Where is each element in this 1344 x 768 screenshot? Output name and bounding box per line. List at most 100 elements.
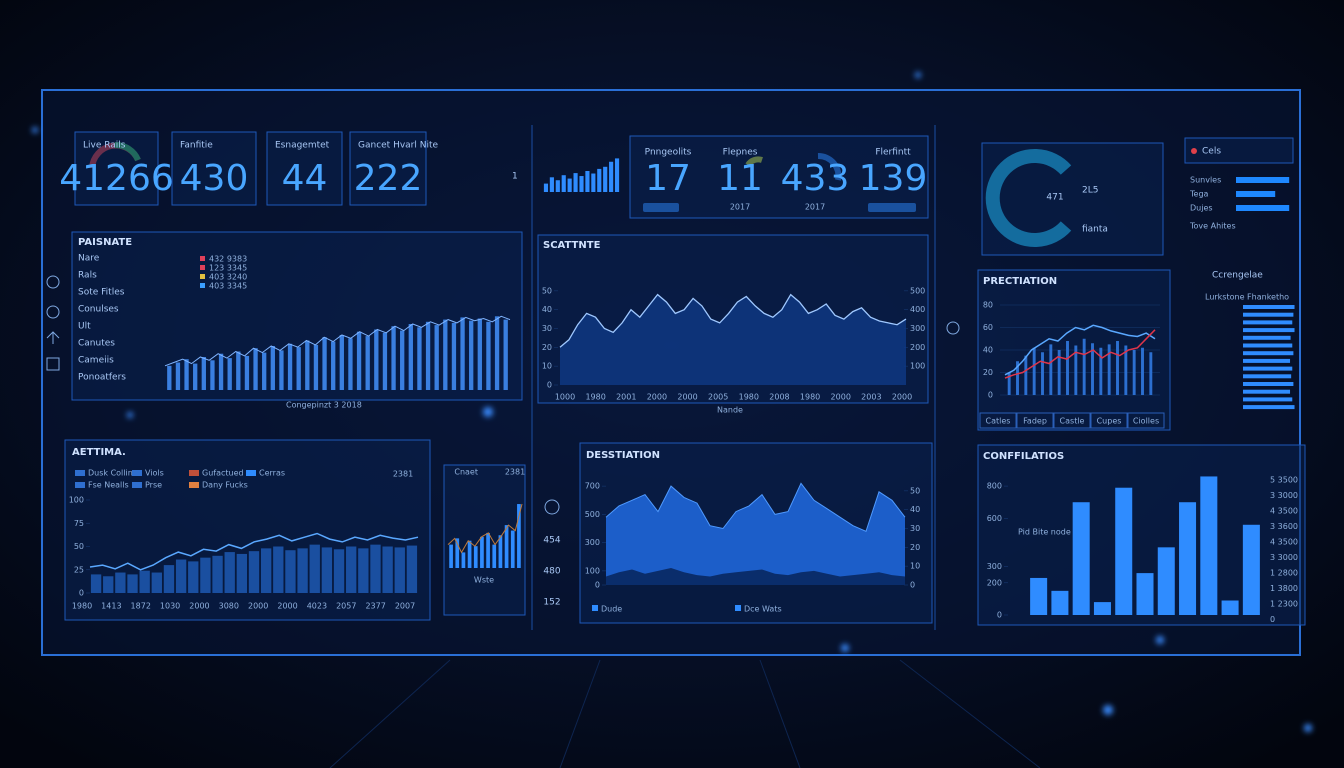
bar (543, 183, 549, 192)
bar (167, 365, 172, 390)
bar (434, 325, 439, 390)
tab[interactable] (1053, 412, 1091, 429)
bar (184, 359, 189, 390)
row-bar (1236, 177, 1290, 183)
side-value: 454 (543, 536, 560, 546)
bar (382, 332, 388, 390)
bar (503, 319, 508, 390)
y-tick-label: 50 (74, 542, 84, 551)
line (164, 315, 511, 367)
list-bar (1243, 312, 1294, 317)
bar (193, 363, 198, 390)
bar (549, 177, 554, 192)
bar (1016, 361, 1019, 395)
menu-item: Conulses (78, 305, 119, 315)
y-tick-label: 50 (910, 486, 920, 495)
tab[interactable] (1016, 412, 1054, 429)
bar (1132, 350, 1136, 395)
bar (417, 327, 422, 390)
area (560, 294, 906, 385)
right-label: 1 2800 (1270, 569, 1298, 578)
line (1004, 329, 1156, 379)
bar (370, 544, 381, 593)
bar (175, 559, 187, 593)
bar (492, 544, 497, 568)
legend-label: Fse Nealls (88, 481, 129, 490)
list-bar (1243, 328, 1295, 333)
bar (248, 551, 260, 593)
bar (313, 344, 319, 390)
list-bar (1243, 343, 1293, 348)
y-tick-label: 30 (542, 324, 552, 333)
y-tick-label: 0 (988, 391, 993, 400)
x-axis-label: Wste (474, 576, 494, 585)
panel (171, 131, 257, 206)
bar (406, 545, 418, 593)
bar (210, 360, 215, 390)
bar (322, 337, 327, 390)
legend-label: Cels (1202, 147, 1221, 157)
x-tick-label: 2003 (861, 393, 881, 402)
bar (382, 546, 393, 593)
right-label: 1 3800 (1270, 584, 1298, 593)
bar (236, 351, 241, 390)
x-tick-label: 2000 (892, 393, 912, 402)
bar (331, 341, 336, 390)
side-icons (46, 275, 960, 515)
bar (391, 326, 396, 390)
menu-item: Canutes (78, 339, 115, 349)
tab[interactable] (1090, 412, 1128, 429)
side-value: 480 (543, 567, 560, 577)
kpi-sub: 2017 (730, 203, 750, 212)
kpi-value: 17 (645, 158, 691, 199)
menu-item: Ponoatfers (78, 373, 126, 383)
bar (1200, 476, 1218, 615)
y-tick-label: 20 (542, 343, 552, 352)
y-tick-label: 40 (542, 305, 552, 314)
x-tick-label: 2000 (277, 602, 297, 611)
row-note: Tove Ahites (1189, 222, 1236, 231)
tab[interactable] (1127, 412, 1165, 429)
tab[interactable] (979, 412, 1017, 429)
panel-title: SCATTNTE (543, 240, 601, 251)
right-label: 3 3600 (1270, 522, 1298, 531)
list-bar (1243, 389, 1291, 394)
legend-swatch (75, 482, 85, 488)
bar (591, 173, 596, 192)
legend-label: Gufactued (202, 469, 244, 478)
legend-dot (1191, 148, 1197, 154)
y-tick-label: 500 (585, 510, 600, 519)
x-tick-label: 2000 (647, 393, 667, 402)
bar (339, 335, 344, 390)
bar (139, 570, 150, 593)
bar (1124, 345, 1128, 395)
bar (1157, 547, 1175, 615)
legend-label: Dany Fucks (202, 481, 248, 490)
right-label: 1 2300 (1270, 600, 1298, 609)
panel-title: AETTIMA. (72, 447, 126, 458)
kpi-value: 139 (859, 158, 928, 199)
legend-swatch (735, 605, 741, 611)
bar (1030, 577, 1048, 615)
x-tick-label: 1980 (585, 393, 605, 402)
footer: Congepinzt 3 2018 (286, 401, 362, 410)
bar (260, 548, 272, 593)
kpi-value: 222 (354, 158, 423, 199)
bar (321, 547, 333, 593)
bar (236, 553, 248, 593)
list-bar (1243, 305, 1295, 309)
tab-label: Fadep (1023, 417, 1047, 426)
menu-item: Ult (78, 322, 91, 332)
bar (394, 547, 405, 593)
kpi-label: Live Rails (83, 141, 126, 151)
bar (262, 352, 267, 390)
bar (1066, 341, 1069, 395)
list-bar (1243, 405, 1295, 410)
legend-swatch (189, 470, 199, 476)
y-tick-label: 20 (910, 543, 920, 552)
line (1004, 324, 1156, 376)
bar (273, 546, 284, 593)
kpi-label: Flerfintt (875, 148, 911, 158)
menu-item: Rals (78, 271, 97, 281)
